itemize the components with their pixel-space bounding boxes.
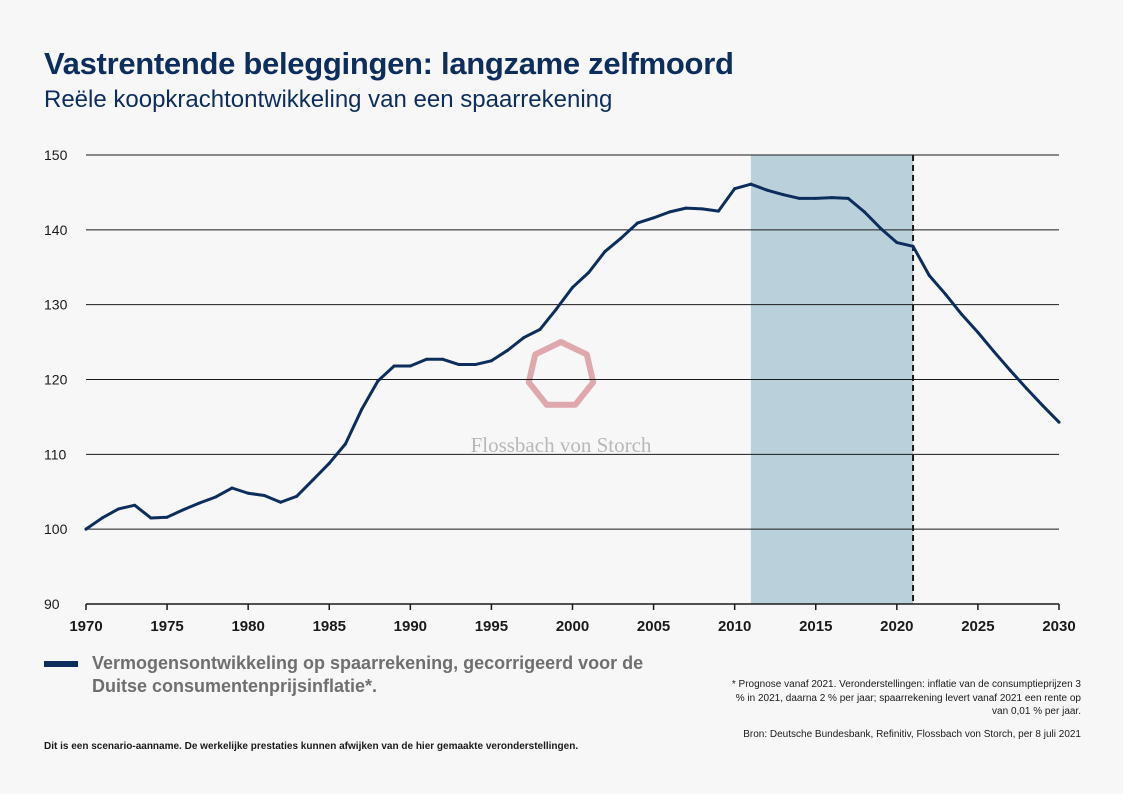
data-point (522, 336, 526, 340)
data-point (635, 221, 639, 225)
data-point (441, 357, 445, 361)
data-point (830, 196, 834, 200)
data-point (733, 187, 737, 191)
x-tick-label: 2000 (556, 618, 589, 635)
footnote: * Prognose vanaf 2021. Veronderstellinge… (731, 679, 1081, 717)
data-point (84, 527, 88, 531)
legend-label: Vermogensontwikkeling op spaarrekening, … (92, 653, 644, 696)
data-point (376, 379, 380, 383)
data-point (684, 206, 688, 210)
x-tick-label: 1975 (150, 618, 183, 635)
data-point (571, 285, 574, 289)
y-tick-label: 100 (44, 521, 68, 537)
data-point (116, 507, 120, 511)
heptagon-logo-icon (525, 339, 597, 408)
data-point (765, 188, 769, 192)
data-point (311, 478, 315, 482)
data-point (1057, 420, 1061, 424)
chart-title: Vastrentende beleggingen: langzame zelfm… (44, 46, 734, 81)
data-point (392, 364, 396, 368)
chart-subtitle: Reële koopkrachtontwikkeling van een spa… (44, 86, 613, 113)
x-tick-label: 1990 (394, 618, 427, 635)
data-point (1008, 369, 1012, 373)
source-note: Bron: Deutsche Bundesbank, Refinitiv, Fl… (743, 729, 1081, 740)
y-tick-label: 90 (44, 596, 60, 612)
data-point (992, 350, 996, 354)
x-tick-label: 1970 (69, 618, 102, 635)
data-point (862, 210, 866, 214)
y-tick-label: 150 (44, 147, 68, 163)
disclaimer: Dit is een scenario-aanname. De werkelij… (44, 741, 579, 752)
x-tick-label: 2030 (1042, 618, 1075, 635)
watermark-text: Flossbach von Storch (471, 433, 652, 457)
data-point (587, 270, 591, 274)
data-point (408, 364, 412, 368)
y-tick-label: 120 (44, 372, 68, 388)
data-point (230, 486, 234, 490)
data-point (652, 216, 656, 220)
data-point (668, 210, 672, 214)
data-point (960, 312, 964, 316)
x-tick-label: 1980 (231, 618, 264, 635)
data-point (781, 193, 785, 197)
data-point (279, 500, 283, 504)
data-point (343, 442, 347, 446)
x-tick-label: 2005 (637, 618, 670, 635)
y-tick-label: 130 (44, 297, 68, 313)
data-point (927, 273, 931, 277)
x-tick-label: 1995 (475, 618, 508, 635)
data-point (1025, 386, 1029, 390)
data-point (425, 357, 429, 361)
y-tick-label: 140 (44, 222, 68, 238)
data-point (295, 494, 299, 498)
data-point (879, 226, 883, 230)
data-point (554, 307, 558, 311)
data-point (716, 209, 720, 213)
data-point (181, 508, 185, 512)
data-point (814, 196, 818, 200)
data-point (603, 250, 607, 254)
data-point (262, 493, 266, 497)
data-point (619, 236, 623, 240)
data-point (198, 501, 202, 505)
data-point (895, 241, 899, 245)
data-point (457, 363, 461, 367)
data-point (538, 327, 542, 331)
data-point (749, 182, 753, 186)
data-point (911, 244, 915, 248)
data-point (1041, 404, 1045, 408)
data-point (100, 516, 104, 520)
y-tick-label: 110 (44, 446, 67, 462)
data-point (943, 292, 947, 296)
data-point (214, 495, 218, 499)
data-point (246, 491, 250, 495)
legend: Vermogensontwikkeling op spaarrekening, … (44, 652, 684, 698)
x-tick-label: 2015 (799, 618, 832, 635)
data-point (360, 407, 364, 411)
data-point (846, 196, 850, 200)
x-tick-label: 2020 (880, 618, 913, 635)
x-tick-label: 1985 (313, 618, 346, 635)
x-tick-label: 2010 (718, 618, 751, 635)
data-point (327, 461, 331, 465)
data-point (489, 359, 493, 363)
data-point (700, 207, 704, 211)
legend-swatch (44, 661, 78, 667)
data-point (473, 363, 477, 367)
data-point (133, 503, 137, 507)
data-point (798, 196, 802, 200)
data-point (506, 348, 510, 352)
data-point (149, 516, 153, 520)
x-tick-label: 2025 (961, 618, 994, 635)
data-point (165, 515, 169, 519)
data-point (976, 330, 980, 334)
